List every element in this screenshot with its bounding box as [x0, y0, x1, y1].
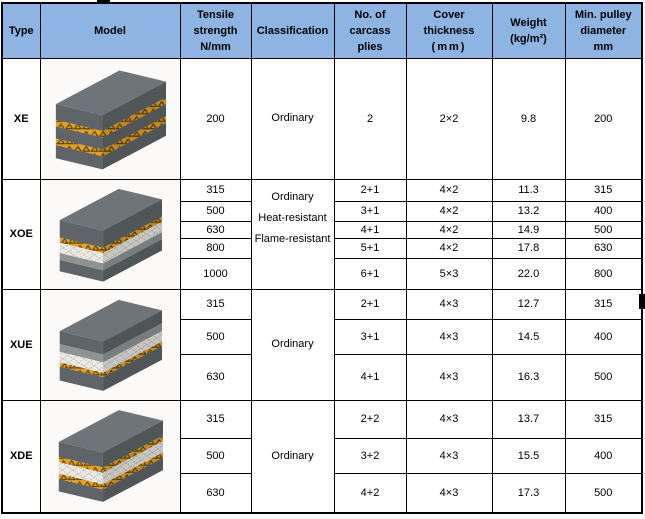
cell-cover-thickness: 4×2	[405, 178, 493, 202]
cell-classification: Ordinary	[250, 288, 335, 401]
cell-cover-thickness: 4×2	[405, 200, 493, 222]
cell-carcass-plies: 4+2	[333, 472, 407, 514]
cell-min-pulley: 315	[564, 178, 643, 202]
table-row: XUE 315 Ordinary 2+1 4×3 12.7 315	[1, 288, 643, 401]
cell-weight: 11.3	[491, 178, 566, 202]
table-row: XE 200 Ordinary 2 2×2 9.8 200	[1, 57, 643, 180]
col-header-cover-thickness: Cover thickness (mm)	[405, 2, 493, 59]
cell-tensile-strength: 315	[179, 288, 252, 320]
cell-weight: 14.5	[491, 318, 566, 355]
belt-cross-section-xe-icon	[55, 69, 166, 169]
cell-tensile-strength: 800	[179, 237, 252, 259]
cell-type-xue: XUE	[1, 288, 41, 401]
cell-carcass-plies: 6+1	[333, 257, 407, 290]
cell-cover-thickness: 4×3	[405, 353, 493, 401]
col-header-carcass-plies: No. of carcass plies	[333, 2, 407, 59]
belt-cross-section-xue-icon	[59, 299, 162, 391]
cell-carcass-plies: 3+1	[333, 318, 407, 355]
table-row: 500 3+1 4×3 14.5 400	[2, 318, 643, 355]
table-row: XOE 315 Ordinary Heat-resistant Flame-re…	[1, 178, 643, 290]
cell-weight: 13.7	[491, 399, 566, 439]
table-row: 630 4+2 4×3 17.3 500	[2, 472, 643, 514]
cell-cover-thickness: 4×3	[405, 472, 493, 514]
cell-min-pulley: 315	[564, 288, 643, 320]
cell-carcass-plies: 3+1	[333, 200, 407, 222]
cell-tensile-strength: 630	[179, 472, 252, 514]
cell-weight: 22.0	[491, 257, 566, 290]
cell-carcass-plies: 3+2	[333, 437, 407, 474]
cursor-artifact	[639, 294, 645, 309]
cell-type-xe: XE	[1, 57, 41, 180]
cell-min-pulley: 500	[564, 353, 643, 401]
cell-tensile-strength: 500	[179, 318, 252, 355]
cell-weight: 15.5	[491, 437, 566, 474]
cell-model-xde	[39, 399, 181, 514]
cell-tensile-strength: 500	[179, 200, 252, 222]
cell-weight: 13.2	[491, 200, 566, 222]
cell-cover-thickness: 4×3	[405, 437, 493, 474]
col-header-classification: Classification	[250, 2, 335, 59]
cell-cover-thickness: 4×3	[405, 288, 493, 320]
cell-cover-thickness: 2×2	[405, 57, 493, 180]
cell-min-pulley: 400	[564, 318, 643, 355]
cell-tensile-strength: 630	[179, 220, 252, 239]
cell-min-pulley: 800	[564, 257, 643, 290]
cell-classification: Ordinary	[250, 57, 335, 180]
cell-weight: 16.3	[491, 353, 566, 401]
cell-weight: 12.7	[491, 288, 566, 320]
belt-cross-section-xde-icon	[58, 410, 164, 503]
cell-carcass-plies: 2+2	[333, 399, 407, 439]
header-row: Type Model Tensile strength N/mm Classif…	[1, 2, 643, 59]
cell-type-xde: XDE	[1, 399, 41, 514]
table-row: XDE 315 Ordinary 2+2 4×3 13.7 315	[1, 399, 643, 514]
cropped-text-remnant	[97, 0, 110, 2]
table-row: 630 4+1 4×2 14.9 500	[2, 220, 643, 239]
col-header-model: Model	[39, 2, 181, 59]
cell-tensile-strength: 630	[179, 353, 252, 401]
cell-cover-thickness: 4×2	[405, 220, 493, 239]
col-header-type: Type	[1, 2, 41, 59]
col-header-min-pulley: Min. pulley diameter mm	[564, 2, 643, 59]
cell-carcass-plies: 2	[333, 57, 407, 180]
table-row: 630 4+1 4×3 16.3 500	[2, 353, 643, 401]
table-row: 500 3+2 4×3 15.5 400	[2, 437, 643, 474]
cell-model-xoe	[39, 178, 181, 290]
cell-cover-thickness: 4×3	[405, 318, 493, 355]
cell-model-xe	[39, 57, 181, 180]
cell-cover-thickness: 5×3	[405, 257, 493, 290]
cell-min-pulley: 500	[564, 472, 643, 514]
cell-carcass-plies: 2+1	[333, 288, 407, 320]
cell-min-pulley: 630	[564, 237, 643, 259]
cell-min-pulley: 400	[564, 200, 643, 222]
cell-weight: 9.8	[491, 57, 566, 180]
cell-weight: 14.9	[491, 220, 566, 239]
cell-min-pulley: 400	[564, 437, 643, 474]
cell-weight: 17.8	[491, 237, 566, 259]
cell-min-pulley: 315	[564, 399, 643, 439]
cell-carcass-plies: 4+1	[333, 220, 407, 239]
cell-classification: Ordinary Heat-resistant Flame-resistant	[250, 178, 335, 290]
cell-cover-thickness: 4×3	[405, 399, 493, 439]
cell-tensile-strength: 315	[179, 399, 252, 439]
cell-carcass-plies: 4+1	[333, 353, 407, 401]
cell-type-xoe: XOE	[1, 178, 41, 290]
cell-min-pulley: 200	[564, 57, 643, 180]
cell-tensile-strength: 200	[179, 57, 252, 180]
cell-model-xue	[39, 288, 181, 401]
cell-min-pulley: 500	[564, 220, 643, 239]
cell-classification: Ordinary	[250, 399, 335, 514]
table-row: 800 5+1 4×2 17.8 630	[2, 237, 643, 259]
col-header-tensile-strength: Tensile strength N/mm	[179, 2, 252, 59]
col-header-weight: Weight (kg/m²)	[491, 2, 566, 59]
cell-weight: 17.3	[491, 472, 566, 514]
cell-tensile-strength: 315	[179, 178, 252, 202]
cell-carcass-plies: 5+1	[333, 237, 407, 259]
belt-cross-section-xoe-icon	[59, 188, 162, 282]
cell-tensile-strength: 1000	[179, 257, 252, 290]
cell-carcass-plies: 2+1	[333, 178, 407, 202]
cell-tensile-strength: 500	[179, 437, 252, 474]
cell-cover-thickness: 4×2	[405, 237, 493, 259]
